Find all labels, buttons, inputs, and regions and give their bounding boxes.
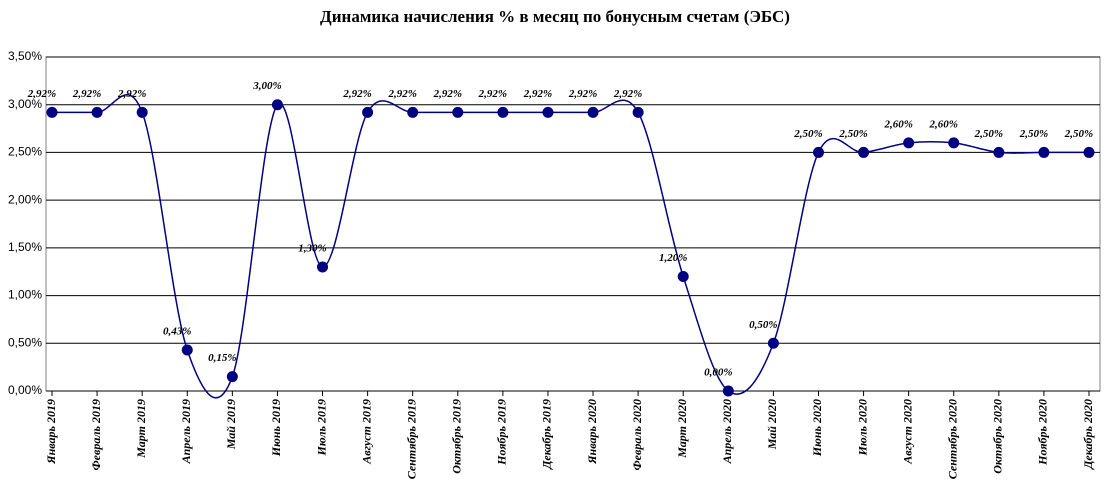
value-label: 2,50%	[793, 128, 822, 140]
point	[497, 106, 509, 118]
value-label: 0,50%	[749, 319, 777, 331]
value-label: 1,30%	[298, 242, 326, 254]
point	[407, 106, 419, 118]
point	[317, 261, 329, 273]
y-tick-label: 3,00%	[8, 97, 42, 111]
y-tick-label: 0,00%	[8, 383, 42, 397]
x-tick-label: Февраль 2019	[89, 399, 103, 471]
plot-area	[45, 56, 1101, 392]
value-label: 0,00%	[704, 367, 732, 379]
value-label: 2,92%	[117, 88, 146, 100]
line	[51, 94, 1089, 399]
y-tick-label: 2,00%	[8, 192, 42, 206]
point	[677, 270, 689, 282]
value-label: 2,92%	[342, 88, 371, 100]
x-tick-label: Ноябрь 2020	[1036, 399, 1050, 466]
y-tick-label: 0,50%	[8, 335, 42, 349]
x-tick-label: Апрель 2020	[720, 399, 734, 464]
y-tick-label: 3,50%	[8, 49, 42, 63]
value-label: 3,00%	[252, 80, 281, 92]
x-tick-label: Май 2020	[765, 399, 779, 450]
point	[271, 99, 283, 111]
value-label: 0,15%	[208, 352, 236, 364]
point	[542, 106, 554, 118]
point	[587, 106, 599, 118]
value-label: 2,92%	[613, 88, 642, 100]
x-tick-label: Сентябрь 2019	[404, 399, 418, 479]
point	[632, 106, 644, 118]
point	[903, 137, 915, 149]
point	[452, 106, 464, 118]
point	[812, 146, 824, 158]
x-tick-label: Январь 2020	[585, 399, 599, 465]
x-tick-label: Ноябрь 2019	[495, 399, 509, 466]
point	[226, 371, 238, 383]
x-tick-label: Сентябрь 2020	[945, 399, 959, 479]
x-tick-label: Январь 2019	[44, 399, 58, 465]
point	[1083, 146, 1095, 158]
point	[722, 385, 734, 397]
point	[948, 137, 960, 149]
point	[136, 106, 148, 118]
value-label: 1,20%	[659, 252, 687, 264]
point	[46, 106, 58, 118]
value-label: 2,92%	[387, 88, 416, 100]
chart-title: Динамика начисления % в месяц по бонусны…	[320, 7, 790, 26]
y-tick-label: 2,50%	[8, 145, 42, 159]
value-label: 2,50%	[838, 128, 867, 140]
value-label: 2,92%	[523, 88, 552, 100]
y-tick-label: 1,00%	[8, 288, 42, 302]
value-label: 2,92%	[27, 88, 56, 100]
point	[181, 344, 193, 356]
x-tick-label: Июль 2019	[314, 399, 328, 456]
value-label: 2,60%	[929, 118, 958, 130]
point	[993, 146, 1005, 158]
x-tick-label: Октябрь 2020	[991, 399, 1005, 474]
x-tick-label: Август 2020	[900, 399, 914, 465]
value-label: 2,92%	[433, 88, 462, 100]
value-label: 2,50%	[1019, 128, 1048, 140]
value-label: 2,60%	[883, 118, 912, 130]
x-tick-label: Июнь 2020	[810, 399, 824, 457]
x-tick-label: Март 2019	[134, 399, 148, 459]
point	[767, 337, 779, 349]
point	[362, 106, 374, 118]
value-label: 2,50%	[1064, 128, 1093, 140]
x-tick-label: Февраль 2020	[630, 399, 644, 471]
value-label: 2,92%	[72, 88, 101, 100]
x-tick-label: Март 2020	[675, 399, 689, 459]
point	[1038, 146, 1050, 158]
point	[91, 106, 103, 118]
value-label: 2,92%	[568, 88, 597, 100]
x-tick-label: Октябрь 2019	[450, 399, 464, 474]
point	[858, 146, 870, 158]
value-label: 0,43%	[163, 325, 191, 337]
value-label: 2,92%	[478, 88, 507, 100]
x-tick-label: Декабрь 2019	[540, 399, 554, 470]
x-tick-label: Август 2019	[359, 399, 373, 465]
x-tick-label: Июль 2020	[855, 399, 869, 456]
y-tick-label: 1,50%	[8, 240, 42, 254]
x-tick-label: Июнь 2019	[269, 399, 283, 457]
x-tick-label: Май 2019	[224, 399, 238, 450]
value-label: 2,50%	[974, 128, 1003, 140]
x-tick-label: Апрель 2019	[179, 399, 193, 464]
x-tick-label: Декабрь 2020	[1081, 399, 1095, 470]
